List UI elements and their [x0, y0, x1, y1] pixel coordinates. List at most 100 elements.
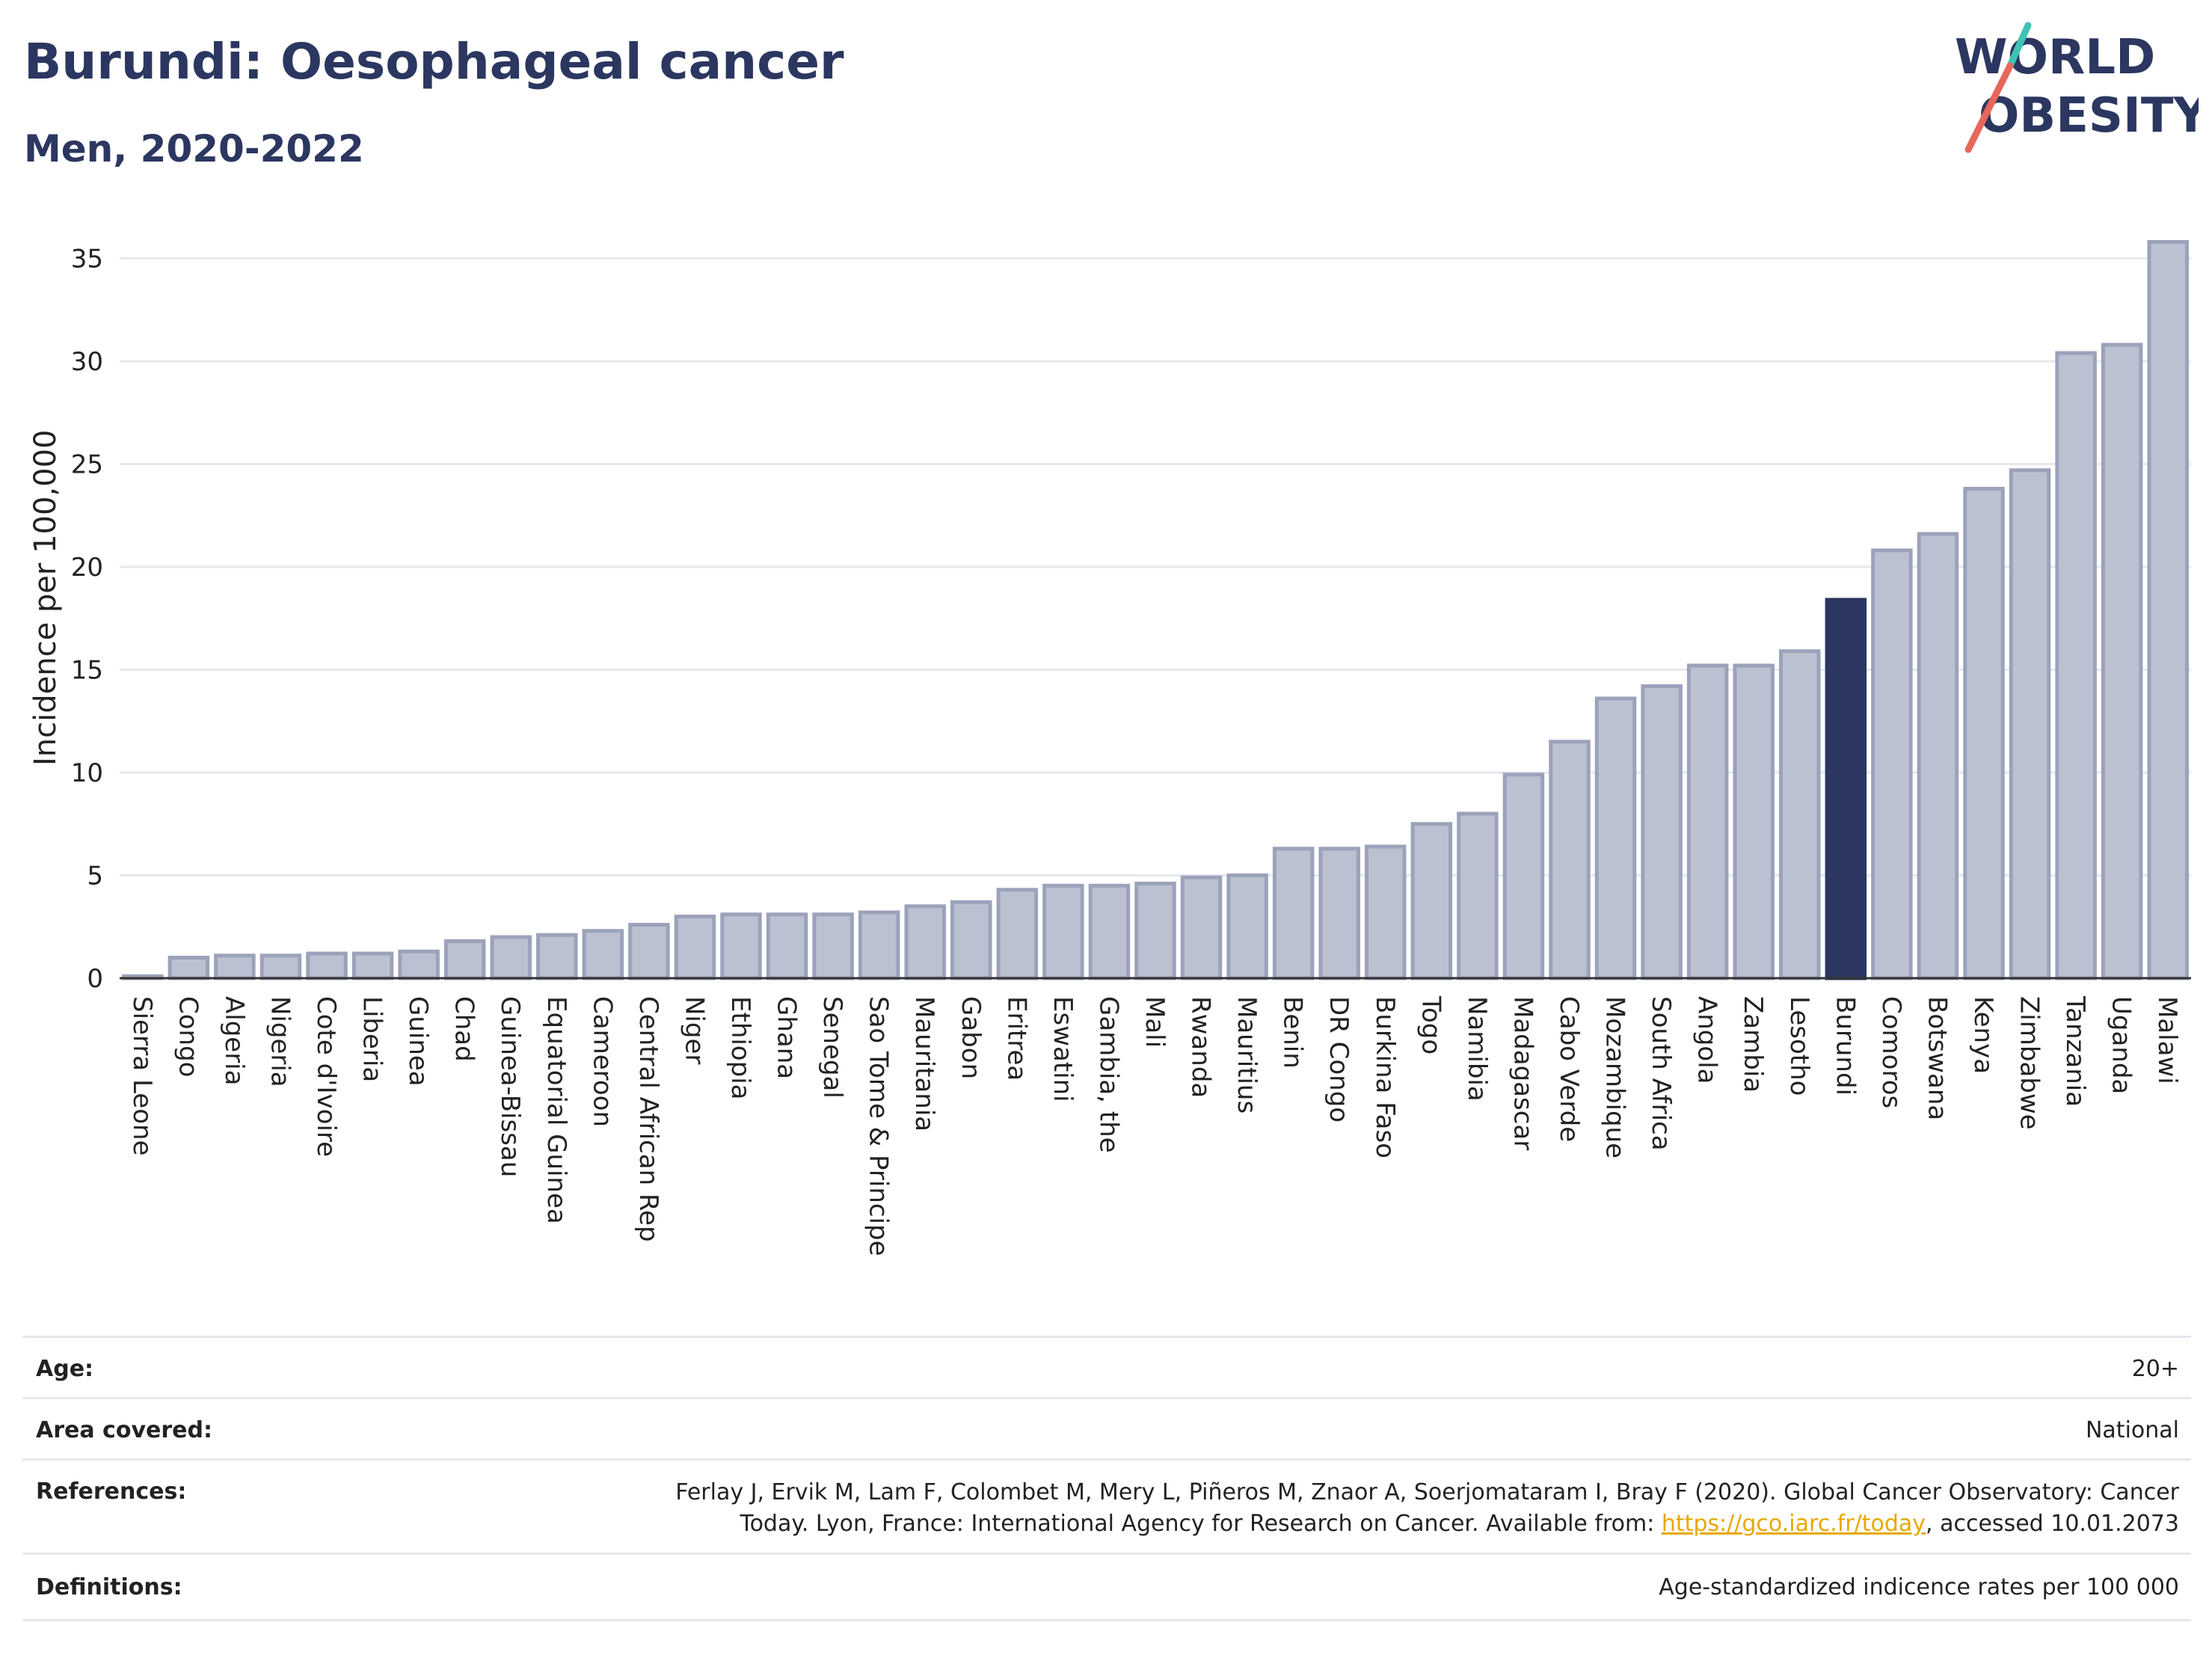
x-tick-label: Congo [173, 996, 203, 1077]
x-tick-label: Senegal [817, 996, 847, 1099]
x-tick-label: Guinea [403, 996, 433, 1087]
meta-definitions-label: Definitions: [36, 1574, 182, 1600]
bar-zimbabwe [2009, 468, 2051, 980]
references-line2: Today. Lyon, France: International Agenc… [609, 1508, 2179, 1540]
bar-mauritius [1226, 873, 1268, 980]
bar-zambia [1733, 663, 1775, 980]
y-tick-label: 35 [71, 245, 103, 274]
bar-kenya [1963, 487, 2005, 980]
x-tick-label: Togo [1416, 995, 1446, 1054]
y-tick-label: 30 [71, 347, 103, 377]
bar-mali [1134, 882, 1176, 980]
bar-benin [1272, 847, 1315, 980]
x-tick-label: Gabon [956, 996, 986, 1079]
bar-ghana [766, 912, 808, 980]
bar-madagascar [1502, 773, 1545, 980]
x-tick-label: Guinea-Bissau [495, 996, 525, 1177]
x-tick-label: Botswana [1922, 996, 1952, 1120]
x-tick-label: Gambia, the [1093, 996, 1123, 1153]
bar-botswana [1917, 532, 1959, 980]
bar-guinea [398, 949, 440, 980]
bar-mozambique [1594, 696, 1637, 980]
x-tick-label: Lesotho [1784, 996, 1814, 1096]
bar-dr-congo [1318, 847, 1360, 980]
meta-references-text: Ferlay J, Ervik M, Lam F, Colombet M, Me… [609, 1477, 2179, 1540]
x-tick-label: Sierra Leone [127, 996, 157, 1155]
bar-comoros [1871, 548, 1913, 980]
x-tick-label: Cabo Verde [1554, 996, 1584, 1142]
meta-age-value: 20+ [2131, 1356, 2179, 1382]
bar-equatorial-guinea [536, 933, 578, 980]
x-tick-label: Niger [679, 996, 709, 1064]
references-line1: Ferlay J, Ervik M, Lam F, Colombet M, Me… [675, 1479, 2179, 1505]
x-tick-label: Mauritius [1232, 996, 1262, 1114]
references-link[interactable]: https://gco.iarc.fr/today [1661, 1511, 1926, 1537]
bar-tanzania [2055, 351, 2097, 980]
x-tick-label: Sao Tome & Principe [864, 996, 894, 1256]
bar-burkina-faso [1365, 844, 1407, 980]
references-accessed: , accessed 10.01.2073 [1926, 1511, 2179, 1537]
y-tick-label: 25 [71, 450, 103, 480]
x-tick-label: Angola [1692, 996, 1722, 1084]
bar-central-african-rep [628, 923, 670, 980]
x-tick-label: Nigeria [265, 996, 295, 1087]
x-tick-label: Algeria [219, 996, 249, 1085]
chart-title: Burundi: Oesophageal cancer [24, 33, 844, 90]
meta-references-label: References: [36, 1479, 187, 1505]
bar-cameroon [582, 929, 624, 980]
bar-liberia [351, 951, 394, 980]
meta-area-label: Area covered: [36, 1417, 212, 1443]
meta-row-age: Age: 20+ [22, 1336, 2191, 1399]
bar-namibia [1457, 811, 1499, 980]
bar-cote-d-ivoire [306, 951, 348, 980]
bar-uganda [2101, 343, 2143, 980]
x-tick-label: Madagascar [1508, 996, 1537, 1150]
x-tick-label: Burundi [1830, 996, 1860, 1096]
x-tick-label: Namibia [1462, 996, 1492, 1102]
world-obesity-logo: WORLD OBESITY [1955, 22, 2199, 153]
x-tick-label: Tanzania [2060, 995, 2090, 1107]
x-tick-label: Chad [449, 996, 479, 1062]
meta-area-value: National [2085, 1417, 2179, 1443]
bar-guinea-bissau [490, 935, 532, 980]
x-tick-label: Eswatini [1048, 996, 1078, 1102]
logo-line1: WORLD [1955, 30, 2155, 85]
meta-definitions-value: Age-standardized indicence rates per 100… [1659, 1574, 2179, 1600]
x-tick-label: Burkina Faso [1370, 996, 1400, 1158]
y-tick-label: 15 [71, 656, 103, 686]
x-tick-label: Uganda [2107, 996, 2136, 1094]
logo-slash-red-icon [1964, 62, 2014, 153]
x-tick-label: Eritrea [1001, 996, 1031, 1081]
bar-chad [443, 939, 486, 980]
logo-slash-teal-icon [2006, 22, 2032, 70]
x-tick-label: Ethiopia [725, 996, 755, 1099]
x-tick-label: Zambia [1738, 996, 1768, 1093]
x-tick-label: Cameroon [587, 996, 617, 1127]
bar-sao-tome-principe [858, 910, 900, 980]
bar-angola [1686, 663, 1729, 980]
x-tick-label: Cote d'Ivoire [311, 996, 341, 1157]
bar-malawi [2147, 240, 2189, 980]
x-tick-label: Mauritania [909, 996, 939, 1132]
y-tick-label: 20 [71, 553, 103, 583]
x-tick-label: Ghana [772, 996, 802, 1079]
y-tick-label: 5 [87, 862, 103, 891]
bar-nigeria [259, 954, 302, 980]
bar-gabon [950, 900, 992, 980]
x-tick-label: Zimbabwe [2015, 996, 2044, 1130]
x-tick-label: South Africa [1646, 996, 1676, 1151]
meta-row-definitions: Definitions: Age-standardized indicence … [22, 1553, 2191, 1621]
bar-burundi [1825, 598, 1867, 980]
bar-togo [1410, 822, 1453, 980]
x-tick-label: Central African Rep [633, 996, 663, 1242]
y-tick-label: 10 [71, 758, 103, 788]
meta-age-label: Age: [36, 1356, 94, 1382]
x-tick-label: Mali [1140, 996, 1170, 1048]
x-tick-label: Comoros [1876, 996, 1906, 1108]
meta-row-area: Area covered: National [22, 1397, 2191, 1461]
bar-niger [674, 915, 716, 980]
y-tick-label: 0 [87, 964, 103, 994]
bar-algeria [214, 954, 256, 980]
bar-mauritania [904, 904, 946, 980]
references-line2-text: Today. Lyon, France: International Agenc… [740, 1511, 1662, 1537]
